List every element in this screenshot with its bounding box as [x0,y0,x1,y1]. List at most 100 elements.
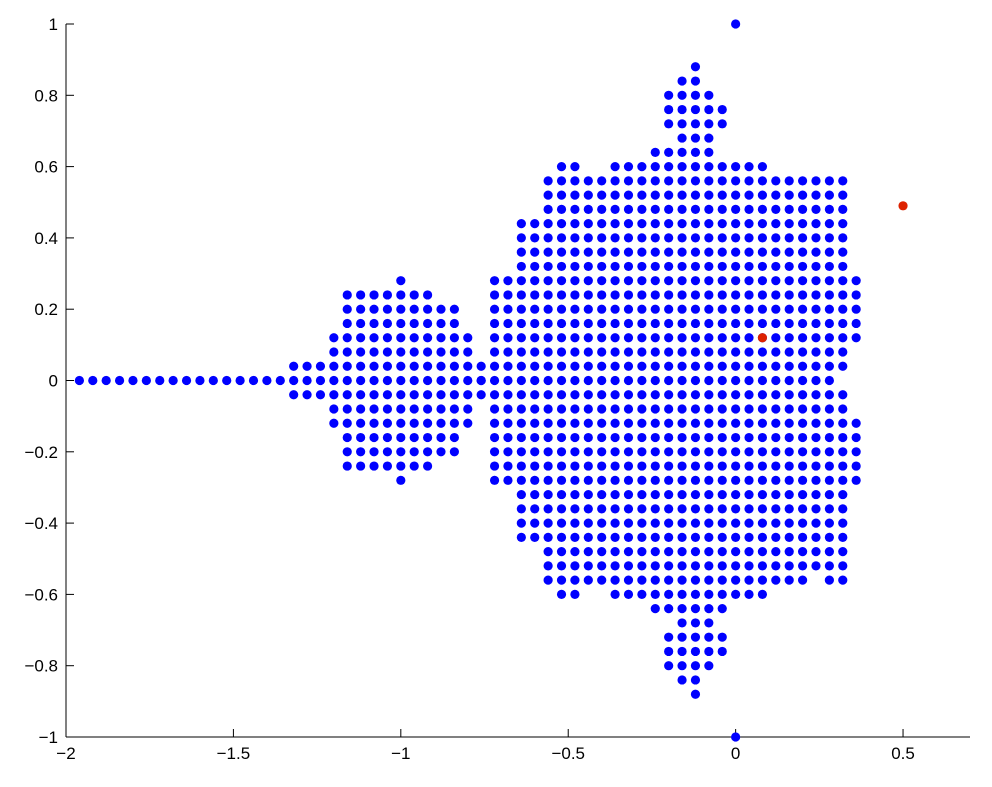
blue-point [637,561,647,571]
blue-point [597,290,607,300]
blue-point [824,318,834,329]
blue-point [556,361,567,371]
blue-point [650,561,660,571]
blue-point [436,390,446,400]
blue-point [744,304,754,314]
blue-point [623,176,634,186]
blue-point [811,233,821,243]
blue-point [570,361,580,371]
blue-point [731,489,741,500]
blue-point [623,504,634,514]
blue-point [797,304,808,314]
blue-point [690,361,701,371]
blue-point [690,119,701,129]
blue-point [597,318,607,329]
blue-point [650,276,660,286]
blue-point [664,104,674,115]
blue-point [757,162,768,172]
blue-point [677,304,687,314]
blue-point [717,347,727,357]
blue-point [396,390,406,400]
blue-point [731,176,741,186]
blue-point [637,290,647,300]
blue-point [731,347,741,357]
blue-point [543,561,553,571]
blue-point [556,276,567,286]
blue-point [650,504,660,514]
blue-point [797,404,808,414]
blue-point [838,176,848,186]
y-tick-label: 0.4 [34,229,58,248]
blue-point [637,489,647,500]
blue-point [838,518,848,528]
blue-point [610,261,620,272]
blue-point [704,589,714,600]
blue-point [717,119,727,129]
blue-point [757,347,768,357]
blue-point [503,361,513,371]
blue-point [356,290,366,300]
blue-point [717,646,727,657]
blue-point [382,447,393,457]
blue-point [677,575,687,585]
blue-point [583,575,593,585]
blue-point [771,290,781,300]
blue-point [731,547,741,557]
blue-point [704,147,714,157]
blue-point [583,475,593,485]
blue-point [516,247,526,257]
blue-point [650,447,660,457]
blue-point [530,333,540,343]
blue-point [744,575,754,585]
blue-point [717,318,727,329]
blue-point [623,276,634,286]
blue-point [583,304,593,314]
blue-point [664,304,674,314]
blue-point [623,247,634,257]
blue-point [744,333,754,343]
blue-point [516,532,526,542]
blue-point [449,347,459,357]
blue-point [543,176,553,186]
blue-point [731,190,741,200]
blue-point [690,90,701,100]
blue-point [570,532,580,542]
blue-point [556,162,567,172]
blue-point [570,489,580,500]
blue-point [342,318,352,329]
blue-point [530,475,540,485]
blue-point [851,475,861,485]
blue-point [838,561,848,571]
y-tick-label: 0.8 [34,86,58,105]
blue-point [650,318,660,329]
blue-point [824,233,834,243]
blue-point [690,190,701,200]
blue-point [664,532,674,542]
blue-point [650,247,660,257]
blue-point [771,461,781,471]
blue-point [543,432,553,443]
blue-point [797,204,808,214]
blue-point [704,547,714,557]
blue-point [824,347,834,357]
blue-point [824,404,834,414]
blue-point [664,561,674,571]
blue-point [797,390,808,400]
blue-point [543,518,553,528]
blue-point [543,290,553,300]
blue-point [811,375,821,386]
blue-point [556,190,567,200]
blue-point [409,390,419,400]
blue-point [637,418,647,428]
blue-point [489,318,500,329]
blue-point [731,518,741,528]
blue-point [744,432,754,443]
blue-point [731,404,741,414]
blue-point [543,219,553,229]
blue-point [811,418,821,428]
blue-point [717,104,727,115]
blue-point [556,575,567,585]
blue-point [637,589,647,600]
blue-point [664,390,674,400]
blue-point [690,261,701,272]
